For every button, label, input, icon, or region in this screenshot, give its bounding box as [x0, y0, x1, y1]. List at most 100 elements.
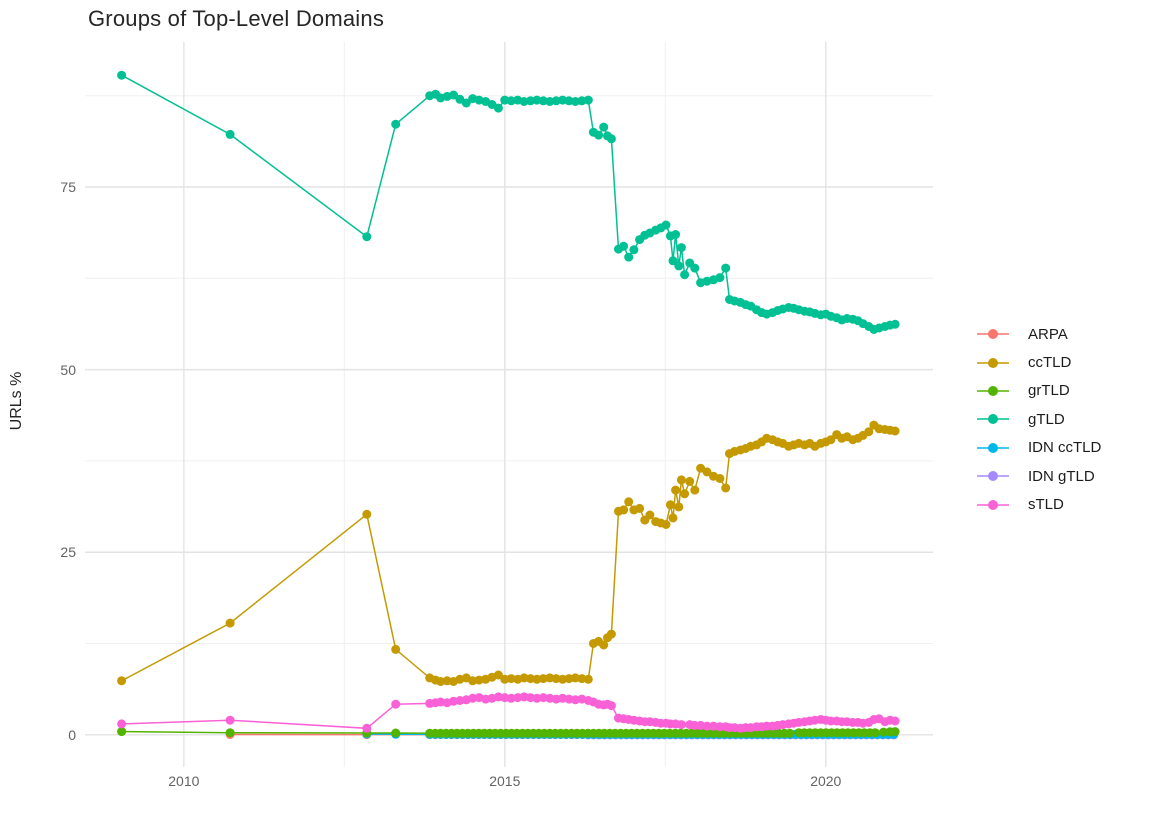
legend-label-cctld: ccTLD — [1028, 354, 1072, 372]
series-point-cctld — [619, 505, 629, 515]
legend-key-dot — [988, 329, 998, 340]
series-point-cctld — [671, 485, 681, 495]
series-point-stld — [606, 701, 616, 711]
legend-item-grtld: grTLD — [976, 377, 1101, 405]
legend-label-gtld: gTLD — [1028, 410, 1065, 428]
series-point-gtld — [461, 98, 471, 108]
legend-label-idn-gtld: IDN gTLD — [1028, 467, 1095, 485]
legend-key-icon-grtld — [977, 385, 1009, 396]
series-point-stld — [506, 693, 516, 703]
legend-item-arpa: ARPA — [976, 320, 1101, 348]
series-point-gtld — [225, 129, 235, 139]
series-point-grtld — [225, 728, 235, 738]
legend-label-grtld: grTLD — [1028, 382, 1070, 400]
series-point-grtld — [117, 727, 127, 737]
series-point-gtld — [671, 230, 681, 239]
series-point-gtld — [721, 263, 731, 273]
series-point-gtld — [680, 270, 690, 280]
legend-key-dot — [988, 357, 998, 368]
series-point-grtld — [879, 727, 889, 737]
series-point-gtld — [619, 241, 629, 251]
legend: ARPA ccTLD grTLD gTLD IDN ccTLD IDN gTLD sTLD — [976, 320, 1101, 519]
series-point-stld — [538, 693, 548, 703]
series-line-gtld — [121, 74, 896, 331]
series-point-cctld — [890, 426, 900, 436]
series-point-cctld — [864, 427, 874, 437]
series-point-stld — [890, 716, 900, 726]
series-point-grtld — [870, 728, 880, 738]
series-point-gtld — [570, 97, 580, 106]
series-point-gtld — [629, 245, 639, 255]
legend-key-icon-stld — [977, 499, 1009, 510]
series-point-gtld — [690, 263, 700, 273]
legend-key-dot — [988, 442, 998, 453]
y-tick-label-25: 25 — [60, 544, 76, 561]
series-point-cctld — [225, 618, 235, 628]
series-point-gtld — [715, 273, 725, 283]
series-point-cctld — [117, 676, 127, 686]
series-point-grtld — [391, 728, 401, 738]
legend-label-arpa: ARPA — [1028, 325, 1068, 343]
series-point-stld — [225, 715, 235, 725]
series-point-cctld — [599, 640, 609, 650]
series-point-cctld — [362, 509, 372, 519]
legend-item-idn-gtld: IDN gTLD — [976, 462, 1101, 490]
legend-key-dot — [988, 499, 998, 510]
series-point-cctld — [538, 674, 548, 684]
series-point-stld — [676, 720, 686, 730]
legend-key-icon-gtld — [977, 414, 1009, 425]
series-point-gtld — [661, 220, 671, 230]
series-point-gtld — [594, 130, 604, 140]
series-point-cctld — [635, 503, 645, 513]
series-point-gtld — [583, 95, 593, 105]
series-point-stld — [362, 723, 372, 733]
series-point-gtld — [674, 261, 684, 271]
legend-key-dot — [988, 414, 998, 425]
legend-key-icon-idn-cctld — [977, 442, 1009, 453]
series-point-cctld — [583, 674, 593, 684]
legend-key-icon-arpa — [977, 329, 1009, 340]
legend-key-dot — [988, 385, 998, 396]
legend-label-stld: sTLD — [1028, 496, 1064, 514]
series-point-cctld — [606, 629, 616, 639]
series-point-stld — [570, 695, 580, 705]
series-point-gtld — [391, 119, 401, 129]
series-point-stld — [117, 719, 127, 729]
series-point-cctld — [645, 510, 655, 520]
x-tick-label-2010: 2010 — [168, 773, 200, 789]
series-point-gtld — [362, 232, 372, 242]
series-point-cctld — [570, 673, 580, 683]
series-point-grtld — [890, 727, 900, 737]
series-point-gtld — [606, 134, 616, 144]
series-point-cctld — [826, 435, 836, 445]
series-point-gtld — [668, 256, 678, 266]
series-point-gtld — [538, 96, 548, 106]
series-point-grtld — [785, 728, 795, 738]
series-point-gtld — [624, 252, 634, 262]
series-point-cctld — [493, 670, 503, 680]
series-point-cctld — [721, 483, 731, 493]
series-point-cctld — [685, 476, 695, 486]
series-point-gtld — [449, 90, 458, 100]
chart-title: Groups of Top-Level Domains — [88, 6, 385, 31]
legend-key-icon-cctld — [977, 357, 1009, 368]
series-point-cctld — [674, 502, 684, 512]
series-point-cctld — [715, 474, 725, 483]
legend-item-idn-cctld: IDN ccTLD — [976, 434, 1101, 462]
series-point-cctld — [436, 677, 446, 686]
y-tick-label-0: 0 — [68, 726, 76, 743]
series-point-stld — [391, 699, 401, 709]
series-point-gtld — [890, 319, 900, 329]
series-point-cctld — [506, 674, 516, 684]
x-tick-label-2020: 2020 — [810, 773, 842, 789]
y-tick-label-50: 50 — [60, 361, 76, 378]
y-tick-label-75: 75 — [60, 179, 76, 195]
series-point-gtld — [676, 243, 686, 253]
series-point-stld — [436, 697, 446, 707]
series-point-gtld — [117, 70, 127, 80]
series-point-cctld — [668, 513, 678, 523]
legend-item-gtld: gTLD — [976, 405, 1101, 433]
series-line-cctld — [121, 424, 896, 683]
